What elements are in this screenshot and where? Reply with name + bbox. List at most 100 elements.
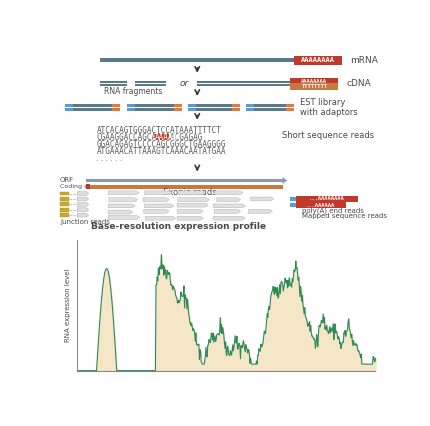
Bar [90, 185, 282, 189]
Bar [112, 104, 120, 107]
Polygon shape [282, 177, 286, 184]
Bar [293, 56, 341, 65]
Text: RNA expression level: RNA expression level [64, 268, 71, 342]
Polygon shape [108, 191, 139, 195]
Polygon shape [144, 191, 172, 195]
Bar [289, 83, 338, 90]
Polygon shape [144, 204, 174, 208]
Bar [197, 81, 289, 83]
Bar [65, 104, 73, 107]
Bar [135, 81, 166, 83]
Bar [174, 104, 181, 107]
Text: ...AAAAAAAA: ...AAAAAAAA [308, 196, 344, 201]
Bar [60, 202, 69, 206]
Bar [295, 196, 357, 202]
Bar [60, 197, 69, 201]
Text: CGAAGGACCAGCAGAAACGAGAG: CGAAGGACCAGCAGAAACGAGAG [96, 133, 203, 142]
Text: ATCACAGTGGGACTCCATAAATTTTCT: ATCACAGTGGGACTCCATAAATTTTCT [96, 126, 221, 135]
Bar [246, 108, 253, 111]
Polygon shape [248, 209, 272, 213]
Text: Junction reads: Junction reads [60, 219, 110, 225]
Text: poly(A) end reads: poly(A) end reads [301, 207, 363, 214]
Text: AAAAAAAA: AAAAAAAA [301, 58, 335, 63]
Text: ...AAAAAA: ...AAAAAA [305, 203, 334, 207]
Bar [187, 104, 195, 107]
Polygon shape [77, 197, 89, 201]
Polygon shape [216, 198, 240, 201]
Bar [286, 108, 293, 111]
Bar [232, 108, 240, 111]
Text: . . . . . .: . . . . . . [96, 154, 123, 163]
Bar [187, 108, 195, 111]
Bar [135, 84, 166, 86]
Bar [86, 184, 90, 189]
Bar [73, 104, 112, 107]
Bar [253, 104, 286, 107]
Text: cDNA: cDNA [346, 79, 371, 88]
Bar [100, 84, 127, 86]
Polygon shape [213, 204, 245, 208]
Polygon shape [144, 209, 169, 213]
Text: Mapped sequence reads: Mapped sequence reads [301, 213, 386, 219]
Bar [154, 134, 169, 141]
Text: Exonic reads: Exonic reads [162, 187, 216, 196]
Text: Short sequence reads: Short sequence reads [282, 131, 374, 140]
Bar [60, 208, 69, 212]
Bar [246, 104, 253, 107]
Bar [289, 203, 295, 207]
Polygon shape [145, 216, 175, 220]
Text: AAAAA: AAAAA [155, 133, 178, 142]
Bar [135, 104, 174, 107]
Bar [73, 108, 112, 111]
Bar [65, 108, 73, 111]
Polygon shape [177, 216, 203, 220]
Text: ORF: ORF [60, 178, 74, 184]
Text: ATGAAACATTAAAGTCAAACAATATGAA: ATGAAACATTAAAGTCAAACAATATGAA [96, 147, 225, 156]
Polygon shape [214, 209, 240, 213]
Bar [195, 104, 232, 107]
Text: or: or [179, 79, 188, 88]
Bar [195, 108, 232, 111]
Bar [127, 108, 135, 111]
Bar [127, 104, 135, 107]
Bar [232, 104, 240, 107]
Text: mRNA: mRNA [349, 56, 377, 65]
Bar [295, 202, 345, 208]
Bar [100, 58, 293, 62]
Bar [174, 108, 181, 111]
Polygon shape [213, 216, 245, 220]
Polygon shape [77, 202, 89, 206]
Bar [289, 78, 338, 85]
Text: RNA fragments: RNA fragments [104, 86, 162, 96]
Bar [60, 192, 69, 196]
Bar [100, 81, 127, 83]
Bar [253, 108, 286, 111]
Polygon shape [108, 216, 140, 219]
Polygon shape [178, 191, 205, 195]
Polygon shape [77, 192, 89, 196]
Bar [289, 197, 295, 201]
Polygon shape [177, 203, 208, 207]
Text: GGACAGAGTCCCCAGCGGGCTGAAGGGG: GGACAGAGTCCCCAGCGGGCTGAAGGGG [96, 140, 225, 149]
Text: AAAAAAAA: AAAAAAAA [301, 79, 326, 83]
Polygon shape [178, 198, 209, 201]
Bar [60, 213, 69, 217]
Text: Base-resolution expression profile: Base-resolution expression profile [91, 222, 266, 231]
Text: Coding sequence: Coding sequence [60, 184, 114, 189]
Polygon shape [77, 213, 89, 217]
Bar [197, 84, 289, 86]
Bar [286, 104, 293, 107]
Polygon shape [214, 191, 243, 195]
Polygon shape [77, 208, 89, 212]
Polygon shape [109, 198, 137, 201]
Polygon shape [108, 210, 132, 214]
Polygon shape [250, 197, 273, 201]
Polygon shape [177, 209, 203, 213]
Bar [86, 178, 282, 182]
Text: EST library
with adaptors: EST library with adaptors [300, 98, 357, 117]
Text: TTTTTTTT: TTTTTTTT [301, 84, 326, 89]
Bar [112, 108, 120, 111]
Polygon shape [143, 198, 169, 201]
Bar [135, 108, 174, 111]
Polygon shape [108, 204, 135, 208]
